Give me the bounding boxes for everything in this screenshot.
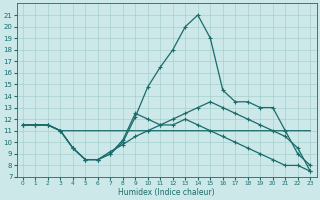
X-axis label: Humidex (Indice chaleur): Humidex (Indice chaleur) — [118, 188, 215, 197]
